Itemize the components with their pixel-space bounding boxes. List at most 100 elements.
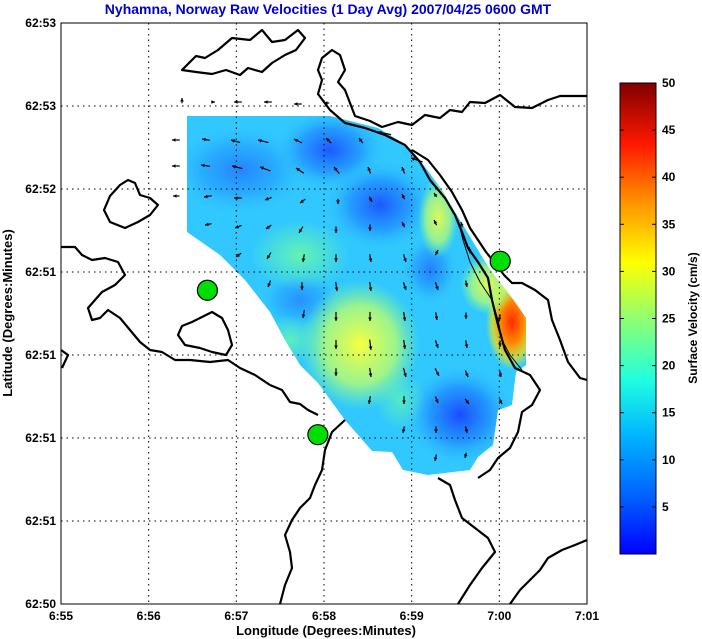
arrow-head — [498, 400, 503, 404]
colorbar-tick-label: 45 — [662, 123, 676, 137]
velocity-arrow — [299, 198, 306, 204]
coastline-southwest — [61, 349, 70, 369]
arrow-head — [368, 198, 373, 202]
velocity-arrow — [434, 367, 440, 377]
arrow-head — [464, 454, 468, 458]
arrow-head — [464, 429, 469, 433]
arrow-head — [258, 139, 262, 143]
arrow-head — [294, 138, 298, 143]
arrow-head — [211, 100, 215, 104]
velocity-arrow — [434, 282, 439, 291]
velocity-field — [187, 116, 526, 475]
y-axis-label: Latitude (Degrees:Minutes) — [0, 229, 15, 397]
coastline-south — [437, 477, 497, 604]
coastline-west-island — [102, 178, 160, 230]
x-tick-label: 6:59 — [400, 609, 424, 623]
velocity-arrow — [368, 254, 373, 263]
arrow-head — [368, 227, 372, 231]
arrow-head — [434, 316, 439, 320]
arrow-head — [460, 222, 464, 226]
velocity-arrow — [267, 280, 272, 288]
velocity-arrow — [367, 166, 372, 174]
velocity-arrow — [201, 137, 210, 142]
velocity-arrow — [204, 222, 212, 227]
velocity-arrow — [464, 398, 470, 405]
arrow-head — [334, 229, 338, 233]
y-tick-label: 62:51 — [25, 431, 56, 445]
velocity-arrow — [264, 196, 272, 201]
velocity-arrow — [402, 396, 406, 404]
arrow-head — [402, 317, 407, 321]
arrow-head — [435, 344, 439, 348]
x-tick-label: 6:58 — [312, 609, 336, 623]
arrow-head — [180, 98, 184, 102]
colorbar-tick-label: 15 — [662, 406, 676, 420]
arrow-head — [368, 287, 373, 291]
velocity-arrow — [434, 312, 439, 321]
arrow-head — [465, 373, 469, 377]
colorbar-label: Surface Velocity (cm/s) — [686, 252, 700, 383]
velocity-arrow — [203, 194, 212, 199]
arrow-head — [402, 400, 406, 404]
arrow-head — [202, 137, 206, 142]
arrow-head — [497, 317, 502, 321]
arrow-head — [359, 138, 363, 142]
station-marker — [489, 250, 511, 272]
velocity-arrow — [433, 454, 438, 462]
x-tick-label: 6:55 — [49, 609, 73, 623]
colorbar-tick-label: 35 — [662, 217, 676, 231]
arrow-head — [435, 372, 440, 376]
velocity-arrow — [367, 396, 372, 405]
velocity-arrow — [402, 311, 407, 322]
velocity-arrow — [464, 426, 469, 434]
colorbar-tick-label: 25 — [662, 312, 676, 326]
fjord-line — [457, 219, 523, 371]
arrow-head — [300, 199, 304, 203]
velocity-arrow — [464, 340, 469, 349]
arrow-head — [403, 373, 407, 377]
colorbar — [619, 82, 657, 555]
arrow-head — [266, 225, 270, 229]
arrow-head — [402, 345, 407, 349]
velocity-arrow — [368, 367, 373, 378]
velocity-arrow — [324, 101, 330, 105]
velocity-arrow — [234, 224, 242, 229]
field-low-nw — [187, 125, 310, 215]
arrow-head — [434, 193, 438, 197]
velocity-arrow — [460, 221, 464, 228]
coastline-southeast — [509, 538, 587, 604]
velocity-arrow — [401, 221, 406, 228]
arrow-head — [465, 400, 469, 404]
velocity-arrow — [295, 167, 305, 174]
velocity-arrow — [231, 165, 243, 170]
coastline-inner-bay — [176, 310, 234, 357]
arrow-head — [231, 139, 235, 143]
arrow-head — [299, 229, 303, 233]
colorbar-tick-label: 50 — [662, 76, 676, 90]
velocity-arrow — [334, 339, 338, 349]
arrow-head — [324, 101, 328, 105]
velocity-arrow — [410, 157, 423, 163]
arrow-head — [368, 346, 373, 350]
arrow-head — [401, 222, 406, 226]
velocity-arrow — [264, 100, 272, 104]
x-tick-label: 6:56 — [137, 609, 161, 623]
velocity-arrow — [334, 368, 338, 376]
x-tick-labels: 6:55 6:56 6:57 6:58 6:59 7:00 7:01 — [49, 609, 599, 623]
y-tick-label: 62:51 — [25, 348, 56, 362]
colorbar-ticks: 5 10 15 20 25 30 35 40 45 50 — [620, 76, 676, 514]
grid-lines — [61, 23, 587, 604]
velocity-arrow — [301, 254, 306, 263]
colorbar-tick-label: 40 — [662, 170, 676, 184]
field-low-south — [405, 365, 515, 465]
arrow-head — [264, 100, 268, 104]
velocity-arrow — [497, 314, 502, 322]
y-tick-label: 62:52 — [25, 182, 56, 196]
field-low-center — [325, 160, 435, 250]
arrow-head — [172, 138, 176, 142]
arrow-head — [267, 283, 271, 287]
arrow-head — [236, 253, 240, 257]
stations — [196, 250, 511, 446]
field-mid-south — [260, 315, 320, 365]
velocity-arrow — [334, 254, 338, 262]
